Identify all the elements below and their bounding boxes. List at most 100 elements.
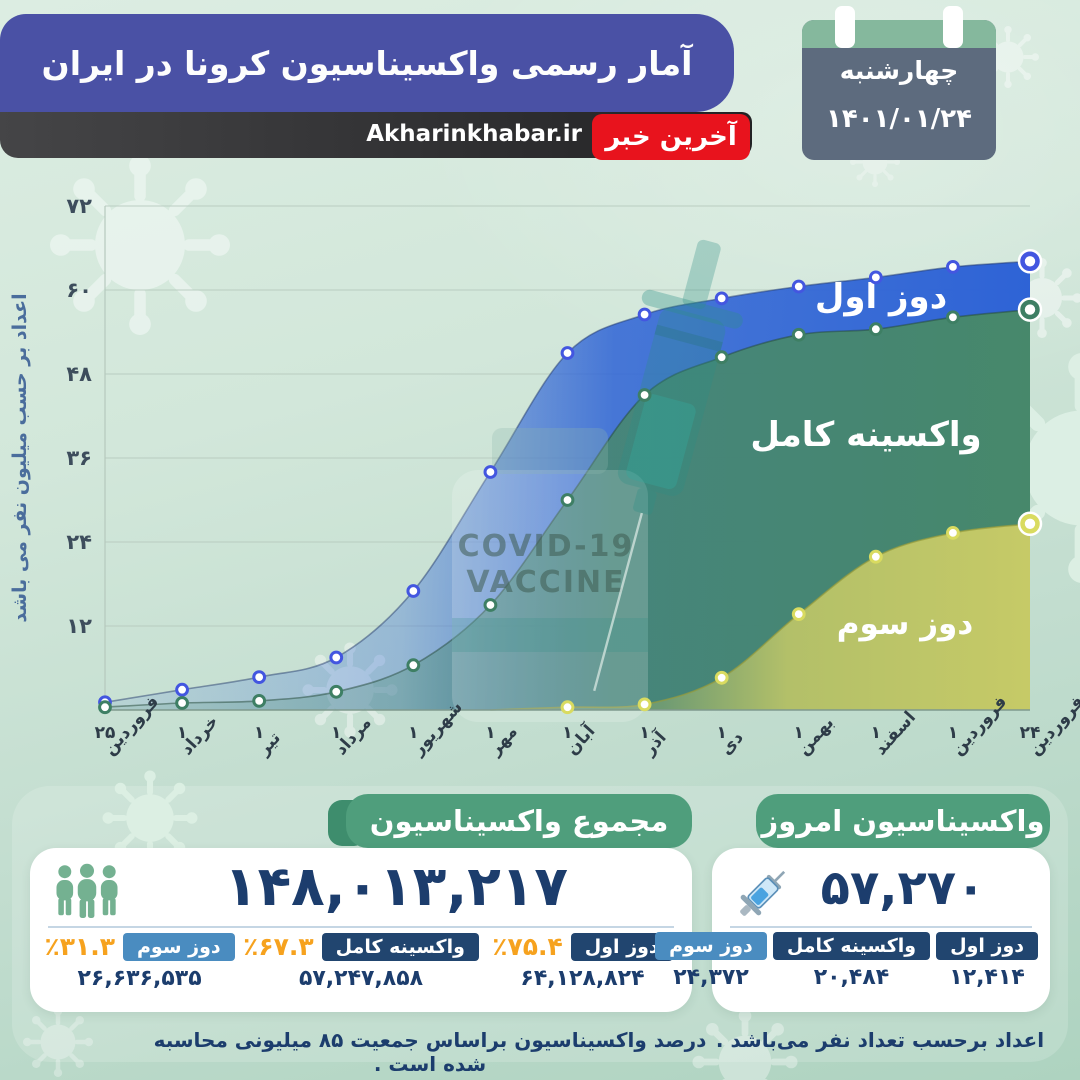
x-tick-month: فروردین: [100, 692, 163, 759]
totals-panel-title: مجموع واکسیناسیون: [369, 804, 669, 838]
y-tick-label: ۶۰: [66, 278, 92, 302]
dot-first-dose: [791, 279, 806, 294]
dot-fully-vaccinated: [98, 700, 112, 715]
dose-badge: واکسینه کامل: [321, 932, 479, 961]
totals-panel-header: مجموع واکسیناسیون: [346, 794, 692, 848]
dot-fully-vaccinated: [406, 658, 421, 673]
calendar-weekday: چهارشنبه: [839, 56, 959, 85]
line-fully-vaccinated: [104, 308, 1031, 708]
dot-third-dose: [637, 697, 652, 712]
totals-panel: ۱۴۸,۰۱۳,۲۱۷ دوز اول ٪ ۷۵.۴ ۶۴,۱۲۸,۸۲۴ واکسین…: [30, 848, 692, 1012]
dose-badge: دوز سوم: [123, 932, 235, 961]
percent-value: ٪ ۳۱.۳: [44, 932, 115, 961]
grid: ۷۲ ۶۰ ۴۸ ۳۶ ۲۴ ۱۲: [66, 194, 1030, 710]
akharinkhabar-logo: آخرین خبر: [592, 114, 750, 160]
syringe-watermark: [593, 239, 743, 692]
dot-first-dose: [483, 465, 498, 479]
x-tick-month: فروردین: [948, 692, 1011, 759]
dot-first-dose: [868, 270, 883, 285]
x-tick-day: ۱: [948, 723, 958, 743]
dose-count: ۲۶,۶۳۶,۵۳۵: [77, 966, 202, 991]
count-basis-note: اعداد برحسب تعداد نفر می‌باشد .: [715, 1028, 1045, 1052]
dot-fully-vaccinated: [175, 696, 189, 710]
x-tick-month: فروردین: [1025, 692, 1080, 759]
dot-third-dose: [560, 700, 575, 715]
x-tick-month: شهریور: [408, 697, 467, 760]
dot-first-dose: [560, 346, 575, 360]
x-tick-month: تیر: [253, 728, 285, 760]
dot-third-dose: [868, 549, 883, 564]
dot-first-dose: [946, 260, 960, 274]
area-fully-vaccinated: [105, 309, 1030, 710]
virus-icon: [23, 1007, 94, 1077]
x-tick-day: ۱: [254, 723, 264, 743]
dose-count: ۶۴,۱۲۸,۸۲۴: [520, 966, 645, 991]
percent-value: ٪ ۷۵.۴: [492, 932, 563, 961]
totals-stats-row: دوز اول ٪ ۷۵.۴ ۶۴,۱۲۸,۸۲۴ واکسینه کامل ٪ ۶۷.۳ ۵…: [42, 932, 680, 991]
dot-third-dose: [714, 670, 729, 685]
dot-third-dose: [946, 526, 960, 540]
x-tick-day: ۱: [639, 723, 649, 743]
today-panel-header: واکسیناسیون امروز: [756, 794, 1050, 848]
virus-icon: [1002, 258, 1080, 338]
dot-first-dose: [406, 584, 421, 598]
line-first-dose: [104, 260, 1031, 704]
dot-fully-vaccinated: [252, 694, 267, 708]
totals-stat-2: دوز سوم ٪ ۳۱.۳ ۲۶,۶۳۶,۵۳۵: [42, 932, 237, 991]
series-label-third-dose: دوز سوم: [837, 606, 973, 642]
endpoint-fully-vaccinated: [1017, 297, 1043, 322]
x-tick-month: آذر: [637, 726, 671, 760]
calendar-ring-icon: [835, 6, 855, 48]
dot-fully-vaccinated: [637, 388, 652, 402]
x-tick-month: خرداد: [177, 712, 223, 760]
dot-first-dose: [637, 307, 652, 322]
x-tick-month: اسفند: [871, 708, 920, 760]
dot-fully-vaccinated: [329, 684, 344, 699]
y-tick-label: ۷۲: [66, 194, 92, 218]
x-tick-day: ۱: [562, 723, 572, 743]
title-banner: آمار رسمی واکسیناسیون کرونا در ایران: [0, 14, 734, 112]
percent-value: ٪ ۶۷.۳: [243, 932, 314, 961]
virus-icon: [302, 642, 398, 738]
dose-badge: واکسینه کامل: [772, 932, 931, 960]
dot-fully-vaccinated: [714, 350, 729, 365]
today-stats-row: دوز اول ۱۲,۴۱۴ واکسینه کامل ۲۰,۴۸۴ دوز سوم ۲۴…: [655, 932, 1038, 990]
today-stat-0: دوز اول ۱۲,۴۱۴: [936, 932, 1038, 990]
dot-first-dose: [252, 670, 267, 684]
x-tick-day: ۱: [331, 723, 341, 743]
totals-stat-1: واکسینه کامل ٪ ۶۷.۳ ۵۷,۲۴۷,۸۵۸: [243, 932, 479, 991]
virus-icon: [50, 155, 231, 335]
totals-stat-0: دوز اول ٪ ۷۵.۴ ۶۴,۱۲۸,۸۲۴: [485, 932, 680, 991]
y-tick-label: ۲۴: [66, 530, 92, 554]
x-tick-month: مرداد: [331, 713, 376, 759]
y-tick-label: ۱۲: [66, 614, 92, 638]
line-third-dose: [490, 523, 1031, 711]
x-tick-month: آبان: [561, 719, 600, 759]
dot-first-dose: [98, 695, 112, 710]
today-panel: ۵۷,۲۷۰ دوز اول ۱۲,۴۱۴ واکسینه کامل ۲۰,۴۸۴ دو…: [655, 848, 1050, 1012]
today-stat-1: واکسینه کامل ۲۰,۴۸۴: [772, 932, 931, 990]
dose-badge: دوز اول: [936, 932, 1038, 960]
y-tick-label: ۳۶: [66, 446, 92, 470]
panel-divider: [730, 926, 1032, 928]
y-tick-label: ۴۸: [66, 362, 92, 386]
x-tick-month: دی: [717, 728, 748, 760]
virus-icon: [967, 353, 1080, 583]
calendar-ring-icon: [943, 6, 963, 48]
calendar-widget: چهارشنبه ۱۴۰۱/۰۱/۲۴: [802, 6, 996, 160]
series-label-first-dose: دوز اول: [815, 277, 947, 317]
y-axis-title: اعداد بر حسب میلیون نفر می باشد: [9, 293, 31, 622]
series-label-fully-vaccinated: واکسینه کامل: [750, 415, 981, 455]
area-third-dose: [490, 523, 1031, 710]
panel-divider: [48, 926, 674, 928]
dose-count: ۱۲,۴۱۴: [949, 965, 1025, 990]
dot-fully-vaccinated: [868, 322, 883, 337]
dose-count: ۲۴,۳۷۲: [673, 965, 749, 990]
percent-basis-note: درصد واکسیناسیون براساس جمعیت ۸۵ میلیونی…: [153, 1028, 707, 1076]
x-tick-day: ۱: [794, 723, 804, 743]
dose-badge: دوز سوم: [655, 932, 767, 960]
dot-fully-vaccinated: [560, 493, 575, 507]
endpoint-first-dose: [1017, 249, 1043, 274]
